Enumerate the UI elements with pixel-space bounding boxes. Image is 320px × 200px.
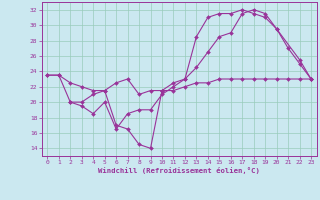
- X-axis label: Windchill (Refroidissement éolien,°C): Windchill (Refroidissement éolien,°C): [98, 167, 260, 174]
